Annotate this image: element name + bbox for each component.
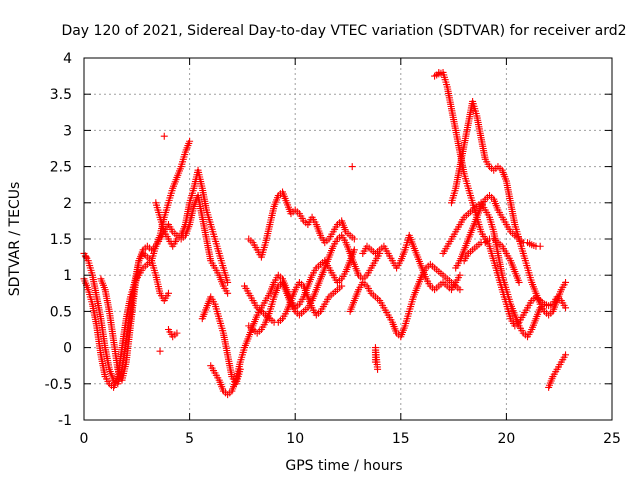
axis-ticks: [83, 57, 613, 421]
data-point: [562, 351, 570, 359]
series-e: [164, 293, 244, 388]
series-h: [245, 188, 358, 261]
y-tick-label: 1.5: [50, 232, 72, 248]
x-tick-label: 0: [80, 431, 89, 447]
data-point: [224, 278, 232, 286]
data-point: [186, 137, 194, 145]
series-o: [452, 192, 544, 272]
data-point: [164, 289, 172, 297]
y-tick-label: -1: [58, 413, 72, 429]
x-tick-label: 5: [185, 431, 194, 447]
data-point: [160, 132, 168, 140]
series-m: [447, 97, 570, 319]
data-point: [536, 304, 544, 312]
data-point: [374, 365, 382, 373]
y-tick-label: 1: [63, 268, 72, 284]
data-point: [456, 286, 464, 294]
data-point: [562, 278, 570, 286]
y-tick-label: 4: [63, 51, 72, 67]
data-point: [350, 246, 358, 254]
data-point: [348, 163, 356, 171]
series-n: [439, 199, 544, 341]
series-f: [207, 246, 358, 399]
data-point: [456, 271, 464, 279]
series-j: [346, 260, 464, 341]
x-tick-labels: 0 5 10 15 20 25: [80, 431, 621, 447]
y-tick-label: 0.5: [50, 304, 72, 320]
grid-lines: [84, 58, 612, 420]
data-point: [224, 289, 232, 297]
data-point: [156, 347, 164, 355]
y-tick-label: -0.5: [45, 377, 72, 393]
series-b: [80, 137, 194, 391]
x-tick-label: 10: [286, 431, 304, 447]
data-points: [80, 68, 570, 399]
y-tick-label: 2: [63, 196, 72, 212]
series-p: [460, 235, 523, 286]
data-point: [515, 278, 523, 286]
data-point: [350, 235, 358, 243]
data-point: [173, 329, 181, 337]
y-tick-label: 0: [63, 341, 72, 357]
series-k: [359, 231, 464, 294]
x-tick-label: 20: [497, 431, 515, 447]
series-d: [152, 166, 232, 286]
data-point: [562, 304, 570, 312]
x-tick-label: 15: [392, 431, 410, 447]
x-tick-label: 25: [603, 431, 621, 447]
x-axis-label: GPS time / hours: [285, 458, 402, 474]
series-c: [97, 192, 232, 384]
data-point: [435, 68, 443, 76]
y-tick-labels: -1 -0.5 0 0.5 1 1.5 2 2.5 3 3.5 4: [45, 51, 72, 429]
series-r: [82, 68, 443, 373]
chart-title: Day 120 of 2021, Sidereal Day-to-day VTE…: [61, 23, 626, 39]
y-tick-label: 3: [63, 123, 72, 139]
series-i: [241, 278, 346, 326]
data-point: [536, 242, 544, 250]
y-tick-label: 3.5: [50, 87, 72, 103]
series-q: [545, 351, 570, 391]
y-tick-label: 2.5: [50, 160, 72, 176]
data-point: [338, 282, 346, 290]
y-axis-label: SDTVAR / TECUs: [7, 182, 23, 297]
